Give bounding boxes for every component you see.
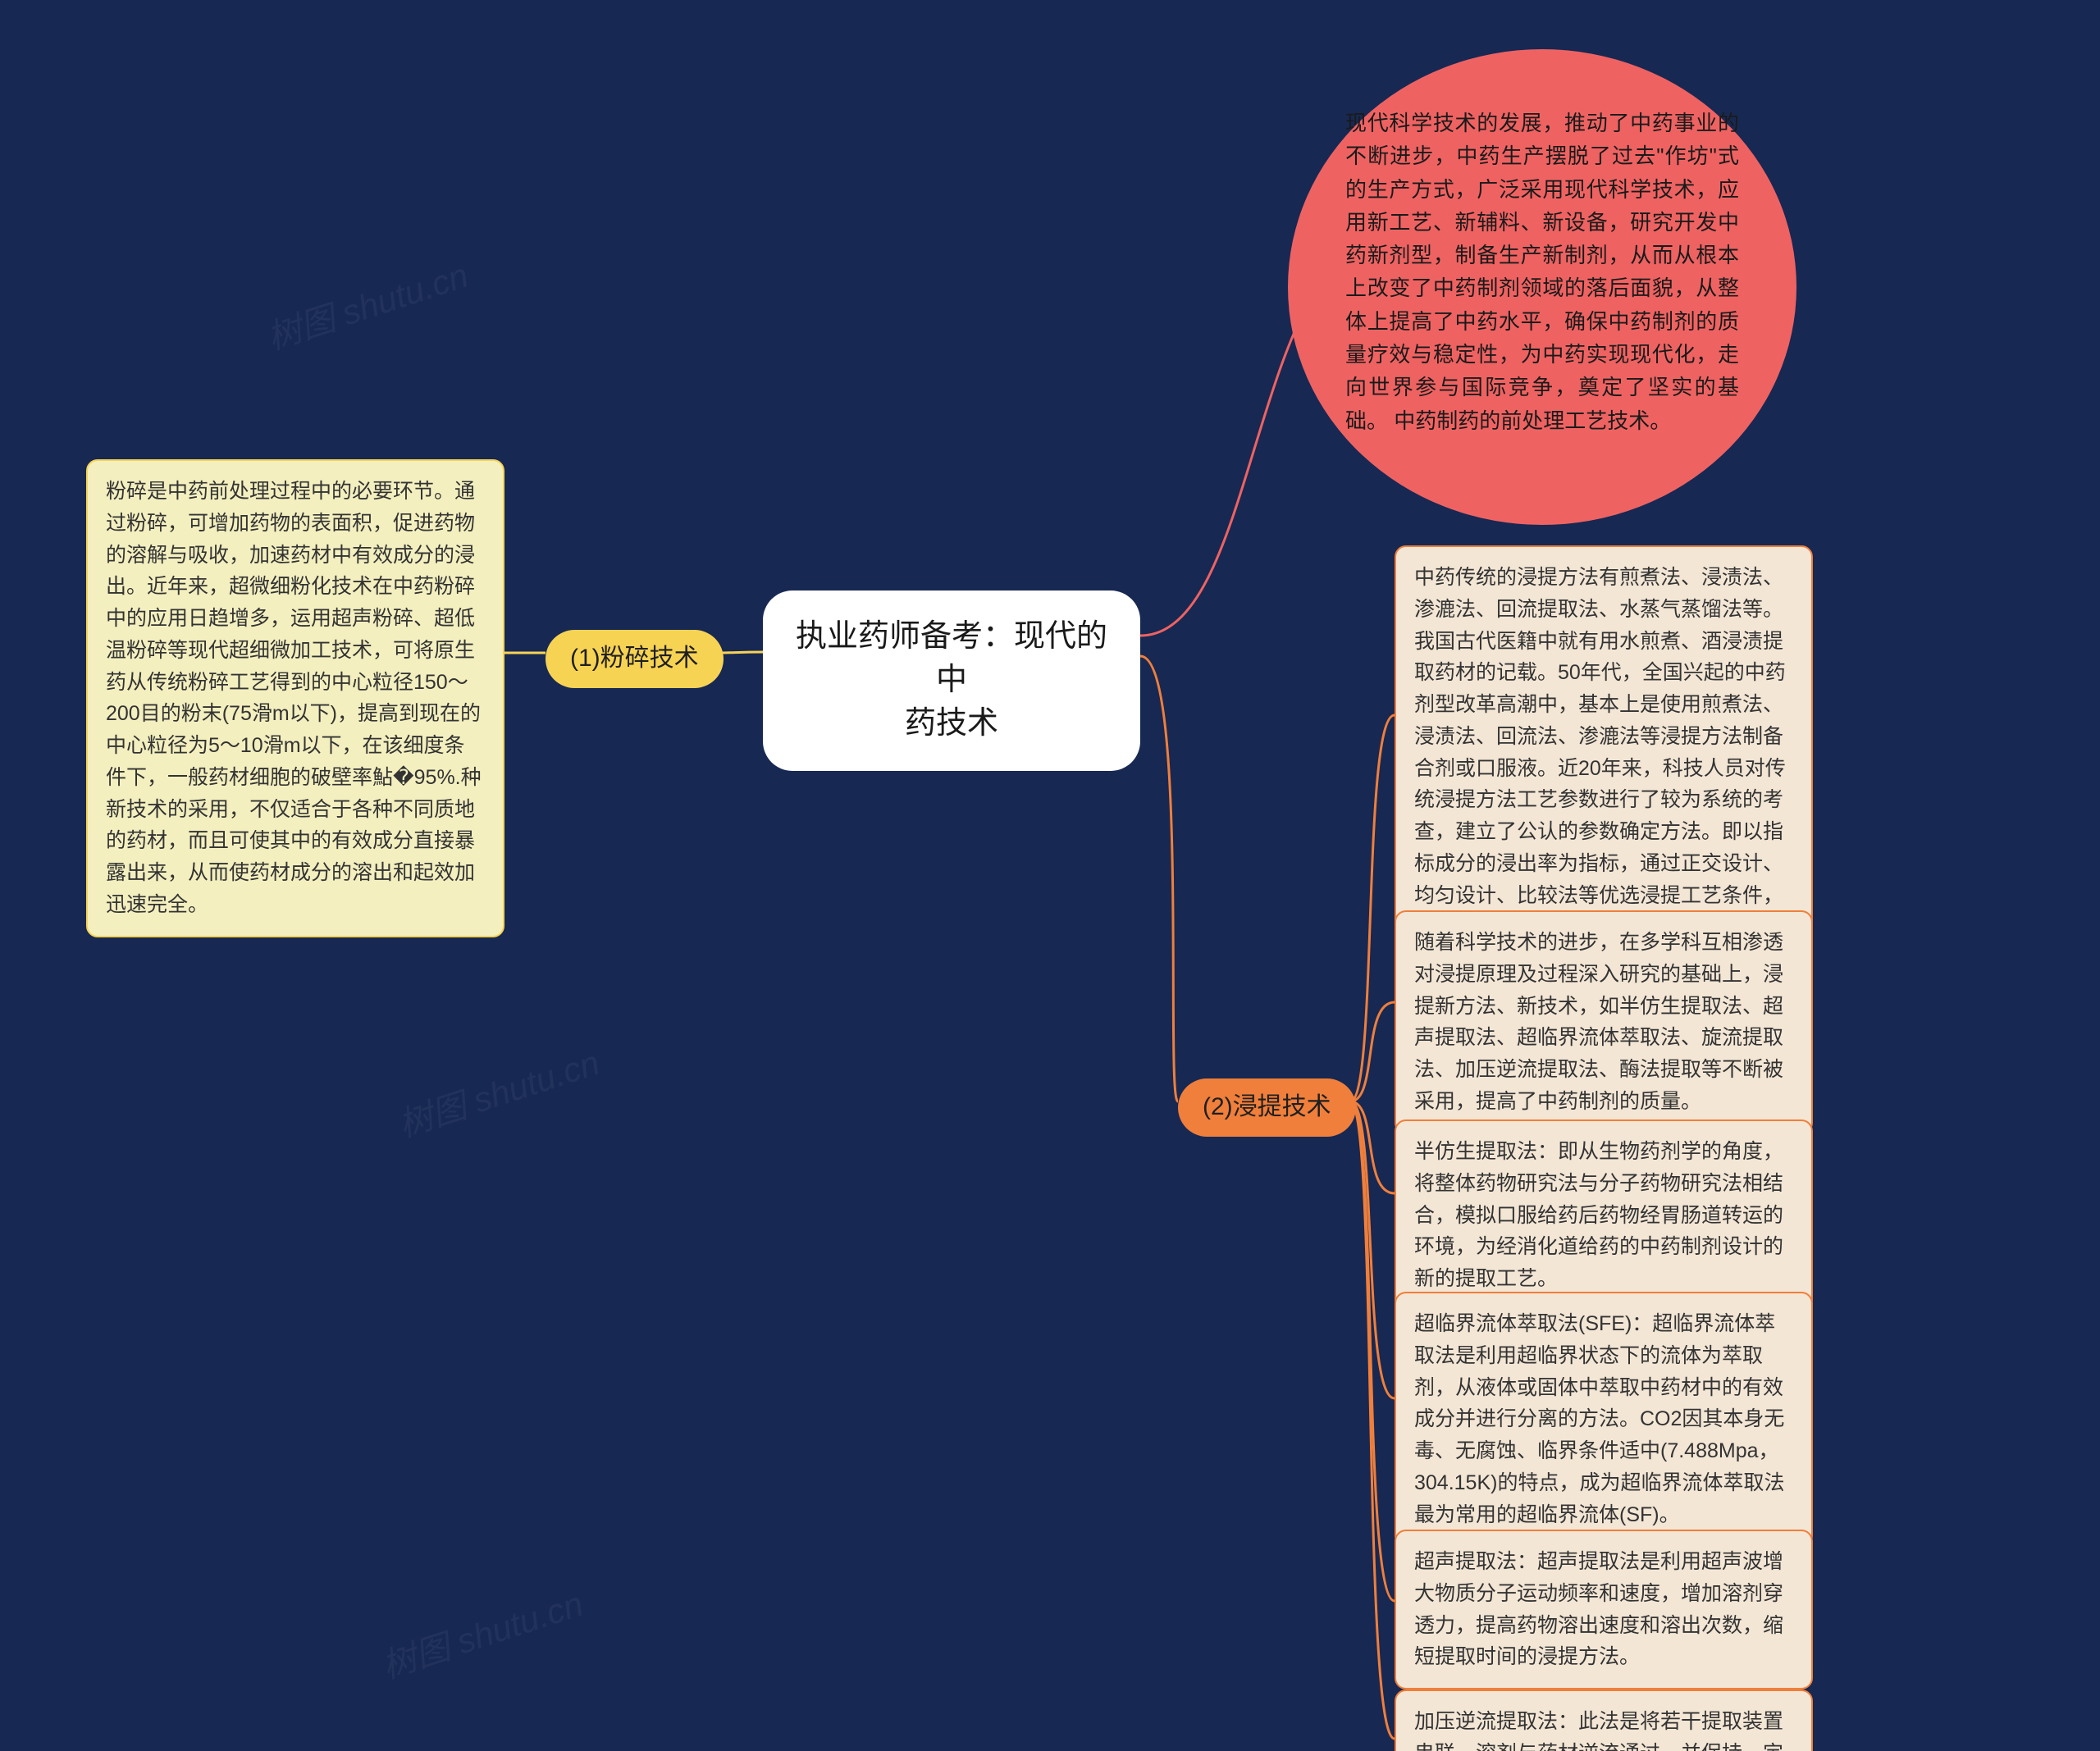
branch-2-leaf[interactable]: 随着科学技术的进步，在多学科互相渗透对浸提原理及过程深入研究的基础上，浸提新方法… — [1395, 910, 1813, 1134]
watermark: 树图 shutu.cn — [391, 1035, 605, 1147]
watermark: 树图 shutu.cn — [260, 248, 474, 360]
branch-1-leaf[interactable]: 粉碎是中药前处理过程中的必要环节。通过粉碎，可增加药物的表面积，促进药物的溶解与… — [86, 459, 504, 937]
branch-2-label[interactable]: (2)浸提技术 — [1178, 1078, 1356, 1137]
branch-2-leaf[interactable]: 超临界流体萃取法(SFE)：超临界流体萃取法是利用超临界状态下的流体为萃取剂，从… — [1395, 1292, 1813, 1547]
watermark: 树图 shutu.cn — [375, 1576, 589, 1689]
branch-1-label[interactable]: (1)粉碎技术 — [546, 630, 724, 688]
branch-2-leaf[interactable]: 超声提取法：超声提取法是利用超声波增大物质分子运动频率和速度，增加溶剂穿透力，提… — [1395, 1530, 1813, 1689]
root-node[interactable]: 执业药师备考：现代的中药技术 — [763, 591, 1140, 771]
branch-2-leaf[interactable]: 加压逆流提取法：此法是将若干提取装置串联，溶剂与药材逆流通过，并保持一定接触时间… — [1395, 1689, 1813, 1751]
branch-2-leaf[interactable]: 中药传统的浸提方法有煎煮法、浸渍法、渗漉法、回流提取法、水蒸气蒸馏法等。我国古代… — [1395, 545, 1813, 960]
branch-2-leaf[interactable]: 半仿生提取法：即从生物药剂学的角度，将整体药物研究法与分子药物研究法相结合，模拟… — [1395, 1119, 1813, 1311]
intro-bubble[interactable]: 现代科学技术的发展，推动了中药事业的不断进步，中药生产摆脱了过去"作坊"式的生产… — [1288, 49, 1796, 525]
